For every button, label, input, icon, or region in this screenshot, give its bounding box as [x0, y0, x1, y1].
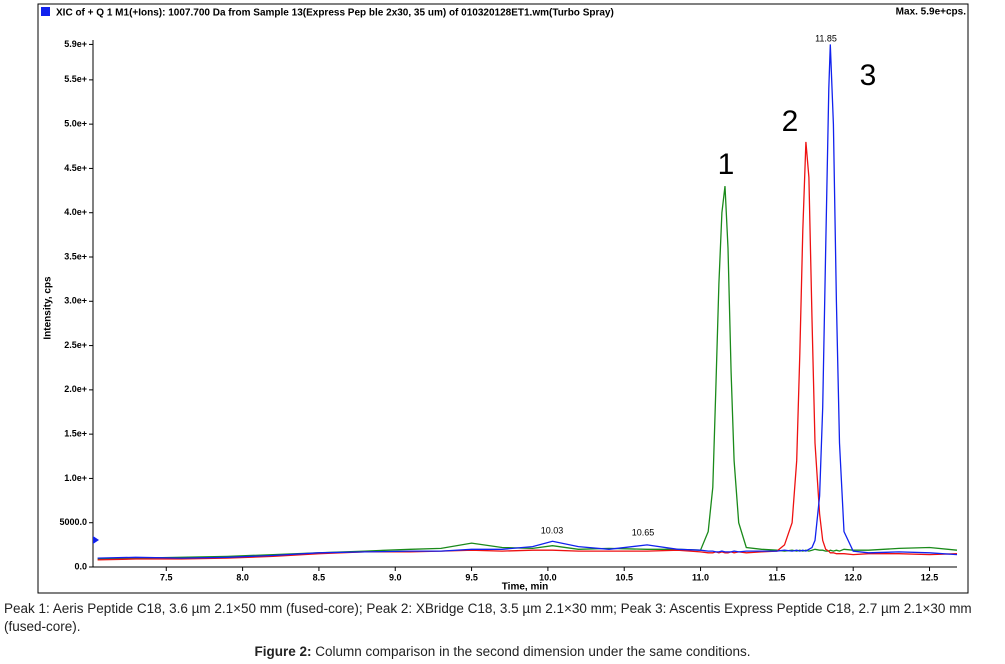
- y-tick-label: 0.0: [74, 561, 87, 571]
- y-tick-label: 1.5e+: [64, 429, 87, 439]
- x-tick-label: 10.5: [615, 572, 633, 582]
- y-tick-label: 5.5e+: [64, 74, 87, 84]
- x-tick-label: 9.5: [465, 572, 478, 582]
- y-tick-label: 4.0e+: [64, 207, 87, 217]
- y-tick-label: 5.9e+: [64, 39, 87, 49]
- series-line: [97, 141, 958, 561]
- x-tick-label: 8.0: [236, 572, 249, 582]
- x-tick-label: 9.0: [389, 572, 402, 582]
- chart-title: XIC of + Q 1 M1(+Ions): 1007.700 Da from…: [56, 8, 614, 19]
- caption: Peak 1: Aeris Peptide C18, 3.6 µm 2.1×50…: [4, 601, 972, 634]
- y-tick-label: 1.0e+: [64, 473, 87, 483]
- y-tick-label: 5.0e+: [64, 119, 87, 129]
- annotation: 3: [860, 59, 877, 92]
- max-label: Max. 5.9e+cps.: [896, 7, 967, 18]
- y-tick-label: 4.5e+: [64, 163, 87, 173]
- x-tick-label: 11.0: [692, 572, 709, 582]
- x-tick-label: 12.5: [921, 572, 939, 582]
- x-tick-label: 7.5: [160, 572, 173, 582]
- figure-caption: Figure 2: Column comparison in the secon…: [0, 644, 1005, 659]
- y-tick-label: 3.0e+: [64, 296, 87, 306]
- chart: XIC of + Q 1 M1(+Ions): 1007.700 Da from…: [37, 3, 969, 594]
- legend-icon: [41, 7, 50, 16]
- x-tick-label: 11.5: [768, 572, 785, 582]
- y-axis-label: Intensity, cps: [43, 276, 54, 340]
- annotation: 2: [782, 105, 799, 138]
- axes: [92, 40, 957, 568]
- y-tick-label: 3.5e+: [64, 251, 87, 261]
- annotation: 10.65: [632, 527, 655, 537]
- x-tick-label: 12.0: [844, 572, 862, 582]
- figure-label: Figure 2:: [254, 644, 312, 659]
- frame: [37, 3, 969, 594]
- annotation: 1: [718, 148, 735, 181]
- x-axis-label: Time, min: [502, 582, 549, 593]
- marker: [93, 536, 99, 544]
- series-line: [97, 186, 958, 560]
- x-tick-label: 8.5: [313, 572, 326, 582]
- annotation: 10.03: [541, 525, 564, 535]
- series-line: [97, 44, 958, 559]
- annotation: 11.85: [815, 33, 837, 43]
- x-tick-label: 10.0: [539, 572, 557, 582]
- y-tick-label: 5000.0: [59, 517, 87, 527]
- y-tick-label: 2.5e+: [64, 340, 87, 350]
- figure-text: Column comparison in the second dimensio…: [315, 644, 751, 659]
- y-tick-label: 2.0e+: [64, 384, 87, 394]
